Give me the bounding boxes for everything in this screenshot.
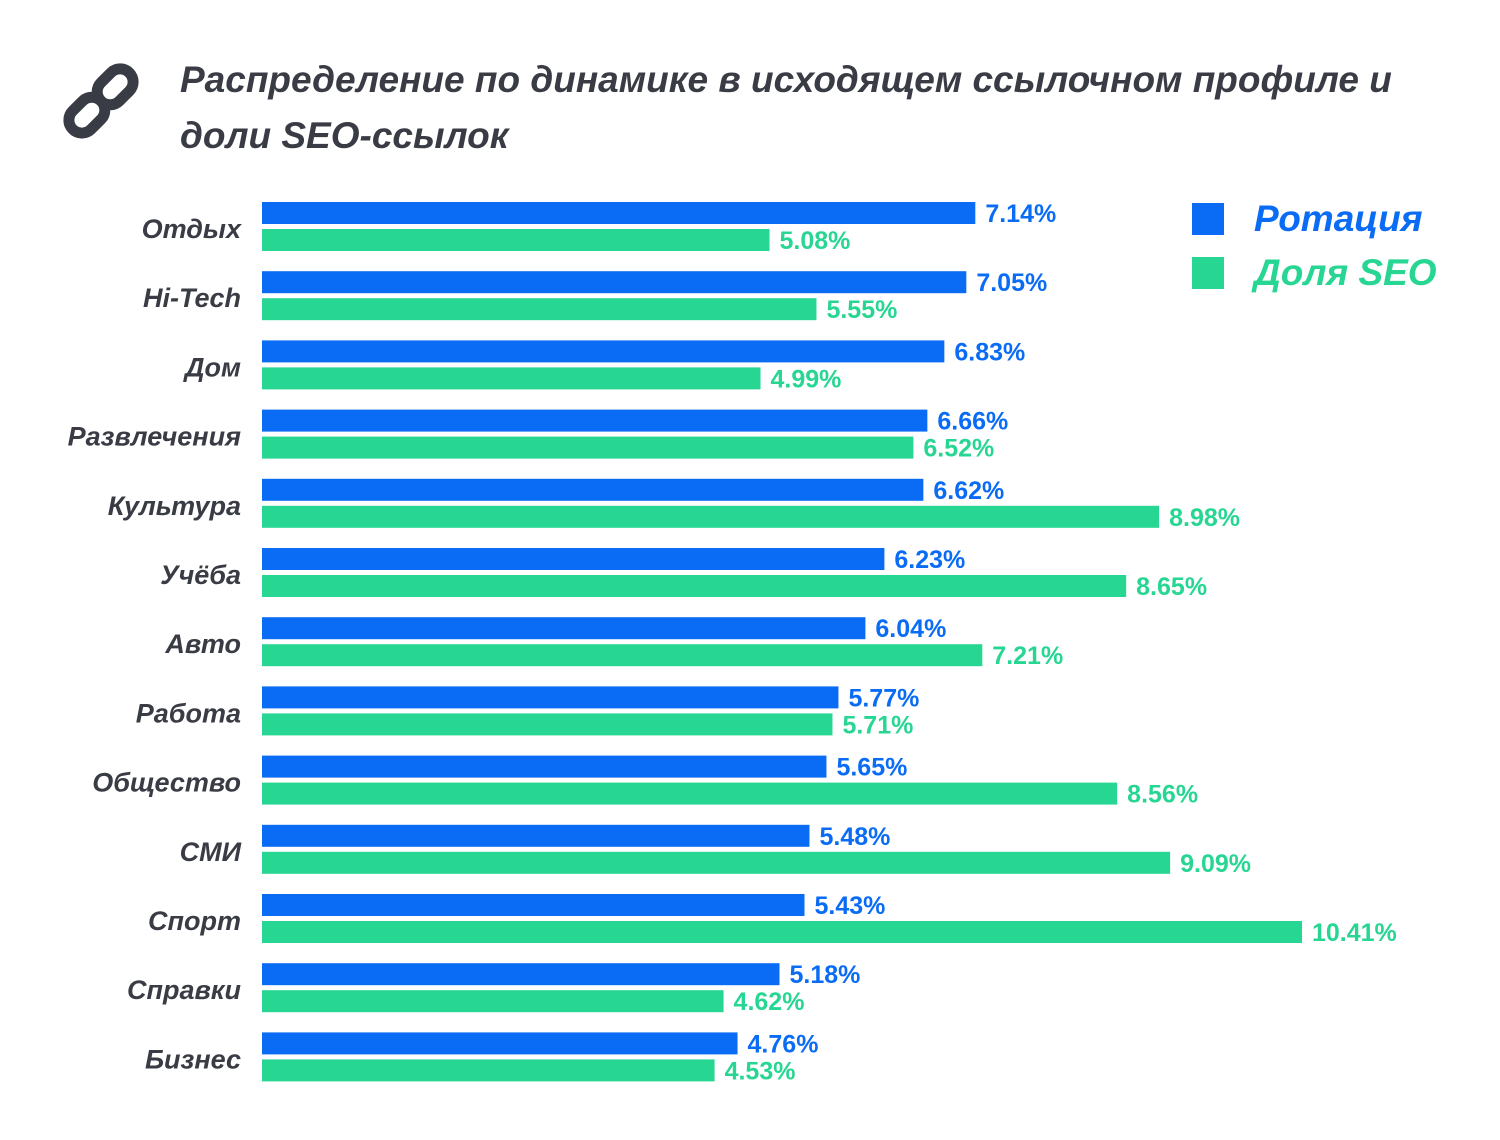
bar-seo xyxy=(262,298,817,321)
bar-seo xyxy=(262,921,1302,943)
value-label-seo: 8.98% xyxy=(1169,504,1240,532)
value-label-rotation: 6.66% xyxy=(937,408,1008,436)
category-label: Учёба xyxy=(160,560,241,590)
chart-marks: Отдых 7.14% 5.08% Hi-Tech 7.05% 5.55% Дом 6.83%… xyxy=(68,200,1397,1085)
legend: Ротация Доля SEO xyxy=(1192,192,1437,300)
value-label-rotation: 5.43% xyxy=(814,892,885,920)
link-chain-icon xyxy=(63,63,139,139)
bar-seo xyxy=(262,367,761,390)
value-label-seo: 4.53% xyxy=(725,1057,796,1085)
value-label-rotation: 5.18% xyxy=(790,961,861,989)
value-label-seo: 10.41% xyxy=(1312,919,1397,947)
value-label-seo: 4.99% xyxy=(771,365,842,393)
category-label: Общество xyxy=(92,768,241,798)
bar-rotation xyxy=(262,894,805,916)
bar-rotation xyxy=(262,478,924,501)
bar-seo xyxy=(262,851,1171,874)
chart-title: Распределение по динамике в исходящем сс… xyxy=(180,59,1392,156)
legend-label-seo: Доля SEO xyxy=(1254,252,1437,293)
legend-item-seo: Доля SEO xyxy=(1192,246,1437,300)
category-label: Культура xyxy=(108,491,241,521)
bar-rotation xyxy=(262,548,885,570)
bar-seo xyxy=(262,713,833,736)
value-label-seo: 6.52% xyxy=(923,435,994,463)
legend-item-rotation: Ротация xyxy=(1192,192,1437,246)
legend-label-rotation: Ротация xyxy=(1254,198,1423,239)
value-label-rotation: 5.77% xyxy=(848,684,919,712)
bar-rotation xyxy=(262,755,827,778)
bar-seo xyxy=(262,575,1127,597)
bar-rotation xyxy=(262,686,839,709)
category-label: Дом xyxy=(183,352,241,382)
bar-seo xyxy=(262,229,770,251)
bar-rotation xyxy=(262,963,780,986)
bar-seo xyxy=(262,1059,715,1082)
category-label: Бизнес xyxy=(145,1044,241,1074)
value-label-rotation: 5.48% xyxy=(819,823,890,851)
category-label: СМИ xyxy=(180,837,242,867)
bar-seo xyxy=(262,644,983,667)
value-label-seo: 8.56% xyxy=(1127,781,1198,809)
value-label-seo: 5.71% xyxy=(842,711,913,739)
value-label-rotation: 6.62% xyxy=(933,477,1004,505)
value-label-seo: 8.65% xyxy=(1136,573,1207,601)
value-label-rotation: 6.04% xyxy=(875,615,946,643)
value-label-seo: 9.09% xyxy=(1180,850,1251,878)
value-label-rotation: 7.05% xyxy=(976,269,1047,297)
bar-rotation xyxy=(262,409,928,432)
value-label-rotation: 4.76% xyxy=(748,1030,819,1058)
category-label: Развлечения xyxy=(68,422,241,452)
category-label: Авто xyxy=(164,629,241,659)
category-label: Hi-Tech xyxy=(143,283,241,313)
bar-rotation xyxy=(262,271,967,294)
value-label-rotation: 6.23% xyxy=(894,546,965,574)
value-label-seo: 7.21% xyxy=(992,642,1063,670)
category-label: Работа xyxy=(136,698,241,728)
value-label-seo: 4.62% xyxy=(734,988,805,1016)
bar-seo xyxy=(262,782,1118,805)
bar-seo xyxy=(262,990,724,1013)
category-label: Спорт xyxy=(148,906,241,936)
bar-rotation xyxy=(262,1032,738,1055)
category-label: Справки xyxy=(127,975,241,1005)
bar-rotation xyxy=(262,202,976,224)
value-label-rotation: 5.65% xyxy=(836,754,907,782)
value-label-rotation: 7.14% xyxy=(985,200,1056,228)
legend-swatch-seo xyxy=(1192,257,1224,289)
value-label-seo: 5.08% xyxy=(780,227,851,255)
value-label-seo: 5.55% xyxy=(826,296,897,324)
bar-rotation xyxy=(262,617,866,640)
value-label-rotation: 6.83% xyxy=(954,338,1025,366)
bar-rotation xyxy=(262,824,810,847)
category-label: Отдых xyxy=(142,214,242,244)
bar-seo xyxy=(262,505,1160,528)
bar-seo xyxy=(262,436,914,459)
bar-rotation xyxy=(262,340,945,363)
legend-swatch-rotation xyxy=(1192,203,1224,235)
